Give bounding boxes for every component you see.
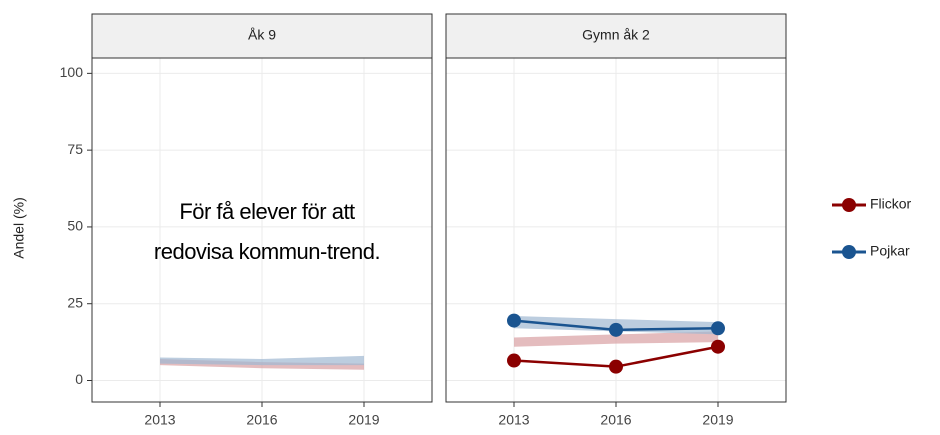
y-tick-label: 75 <box>67 141 83 157</box>
x-tick-label: 2013 <box>144 412 175 428</box>
y-tick-label: 100 <box>60 64 84 80</box>
x-tick-label: 2019 <box>702 412 733 428</box>
point <box>507 353 521 368</box>
annotation: För få elever för att <box>179 199 355 224</box>
point <box>711 321 725 336</box>
point <box>711 339 725 354</box>
legend-point <box>842 198 856 212</box>
strip-label: Gymn åk 2 <box>582 27 650 43</box>
band <box>514 331 718 347</box>
panel-border <box>91 57 433 403</box>
y-tick-label: 25 <box>67 294 83 310</box>
point <box>609 322 623 337</box>
strip <box>445 13 787 59</box>
band <box>160 355 364 366</box>
x-tick-label: 2016 <box>246 412 277 428</box>
y-tick-label: 50 <box>67 218 83 234</box>
legend-point <box>842 245 856 259</box>
x-tick-label: 2016 <box>600 412 631 428</box>
strip-label: Åk 9 <box>248 27 276 43</box>
legend-label: Flickor <box>870 196 912 212</box>
point <box>609 359 623 374</box>
legend-label: Pojkar <box>870 243 910 259</box>
x-tick-label: 2013 <box>498 412 529 428</box>
y-axis-label: Andel (%) <box>11 197 27 258</box>
y-tick-label: 0 <box>75 371 83 387</box>
point <box>507 313 521 328</box>
x-tick-label: 2019 <box>348 412 379 428</box>
panel-border <box>445 57 787 403</box>
annotation: redovisa kommun-trend. <box>154 239 380 264</box>
strip <box>91 13 433 59</box>
